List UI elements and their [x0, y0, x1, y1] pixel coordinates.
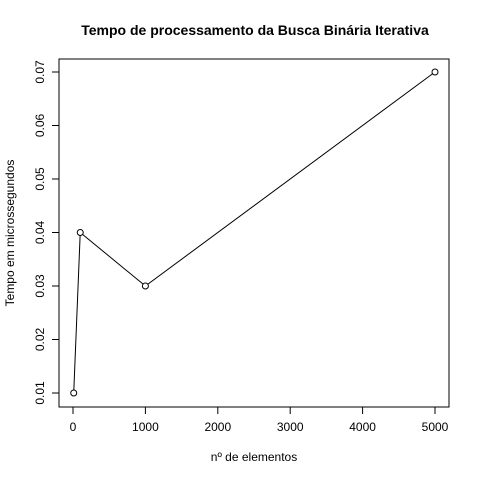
y-axis: 0.01 0.02 0.03 0.04 0.05 0.06 0.07: [33, 60, 60, 405]
data-point: [141, 282, 149, 290]
x-tick-label: 0: [70, 420, 77, 434]
x-tick-label: 2000: [204, 420, 231, 434]
x-axis-label: nº de elementos: [211, 450, 297, 464]
x-tick-label: 5000: [422, 420, 449, 434]
x-tick-label: 3000: [277, 420, 304, 434]
series-line: [73, 71, 436, 394]
x-tick-label: 1000: [132, 420, 159, 434]
data-point: [431, 68, 439, 76]
y-tick-label: 0.01: [33, 381, 47, 405]
y-tick-label: 0.02: [33, 327, 47, 351]
x-tick-label: 4000: [349, 420, 376, 434]
y-axis-label: Tempo em microssegundos: [3, 160, 17, 307]
data-points: [70, 68, 439, 397]
data-point: [70, 389, 78, 397]
y-tick-label: 0.07: [33, 60, 47, 84]
y-tick-label: 0.06: [33, 113, 47, 137]
x-axis: 0 1000 2000 3000 4000 5000: [70, 406, 449, 434]
plot-frame: [58, 58, 450, 408]
data-point: [76, 229, 84, 236]
y-tick-label: 0.05: [33, 167, 47, 191]
chart-title: Tempo de processamento da Busca Binária …: [81, 22, 429, 38]
y-tick-label: 0.03: [33, 274, 47, 298]
y-tick-label: 0.04: [33, 220, 47, 244]
